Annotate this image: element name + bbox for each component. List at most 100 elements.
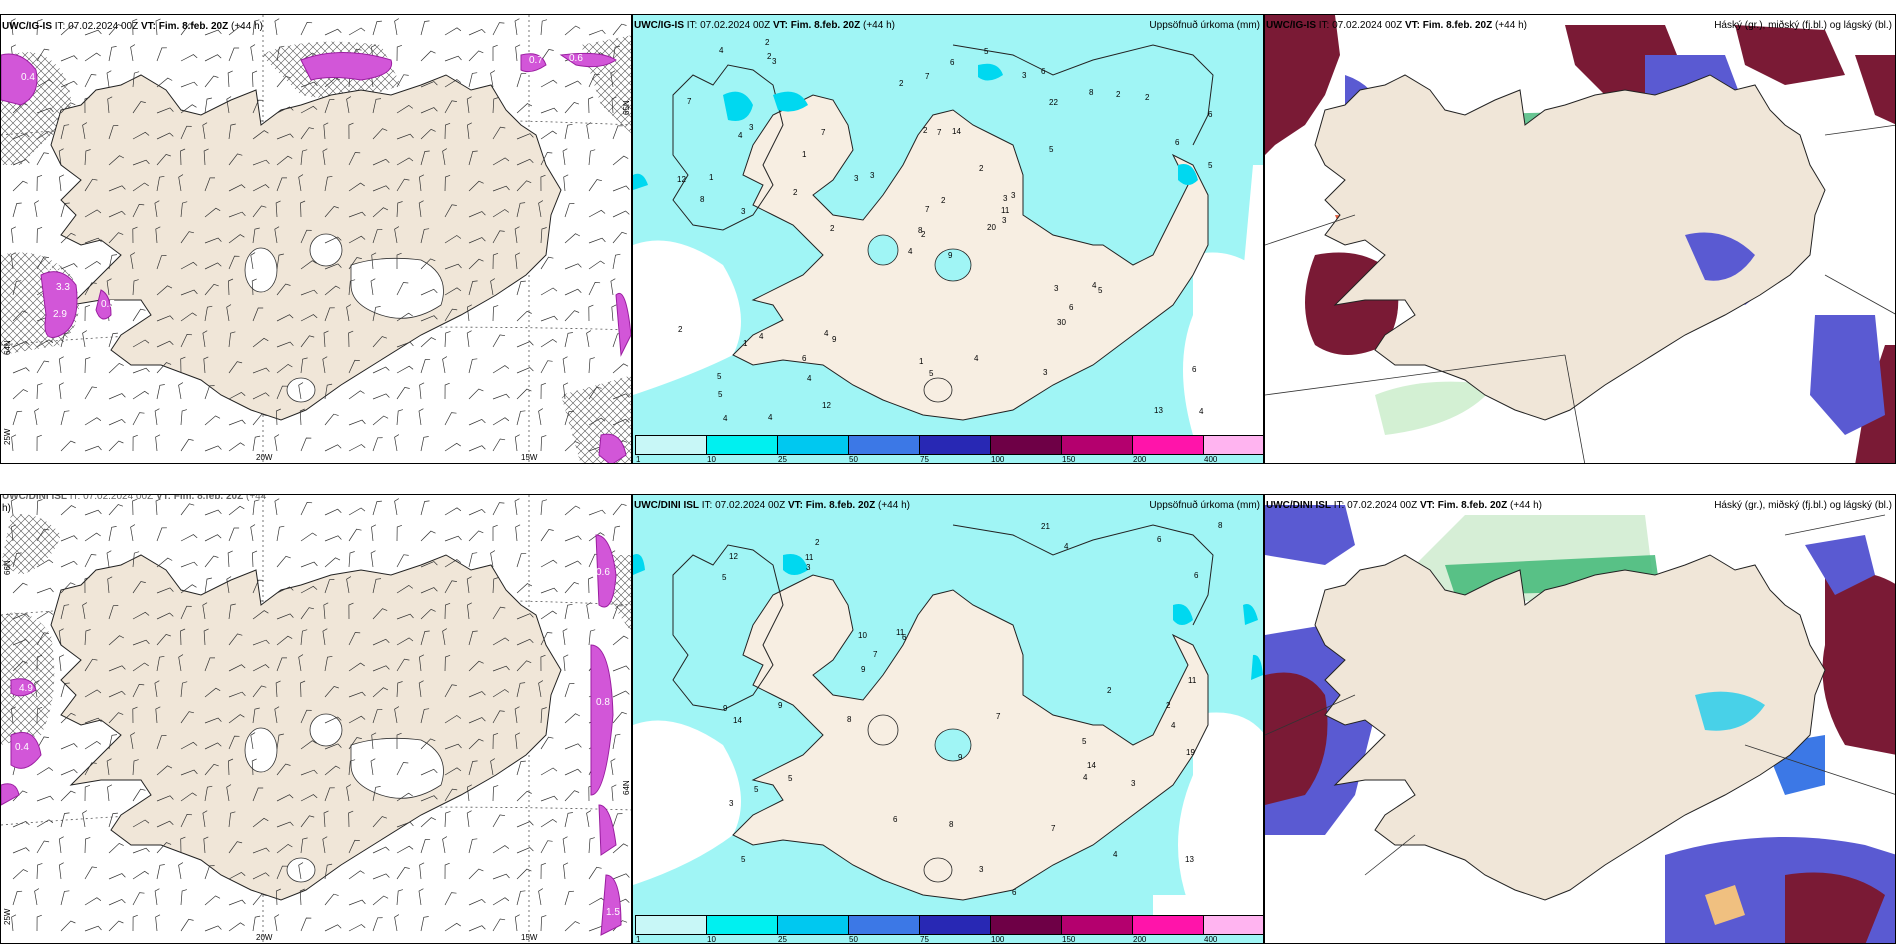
wind-barb bbox=[226, 576, 232, 594]
precip-value: 7 bbox=[925, 72, 930, 81]
wind-barb bbox=[132, 662, 149, 672]
wind-barb bbox=[300, 837, 308, 854]
precip-value: 6 bbox=[1192, 365, 1197, 374]
wind-barb bbox=[84, 554, 97, 568]
wind-barb bbox=[516, 310, 532, 322]
wind-barb bbox=[516, 280, 526, 296]
wind-barb bbox=[394, 498, 399, 516]
cloud-value: 0.7 bbox=[529, 55, 543, 66]
wind-barb bbox=[468, 358, 478, 374]
wind-barb bbox=[372, 816, 388, 828]
wind-barb bbox=[444, 788, 458, 802]
wind-barb bbox=[204, 29, 222, 36]
legend-tick: 200 bbox=[1133, 935, 1147, 944]
wind-barb bbox=[36, 819, 54, 828]
wind-barb bbox=[132, 706, 138, 724]
wind-barb bbox=[108, 526, 117, 542]
wind-barb bbox=[540, 287, 558, 296]
wind-barb bbox=[132, 226, 138, 244]
panel-wind-row1: 0.4 3.5 3.3 0.5 2.9 0.7 0.6 UWC/IG-IS IT… bbox=[0, 14, 632, 464]
wind-barb bbox=[156, 633, 171, 646]
wind-barb bbox=[275, 200, 281, 218]
wind-barb bbox=[132, 308, 146, 322]
wind-barb bbox=[324, 175, 333, 192]
title-right-row2-mid: Uppsöfnuð úrkoma (mm) bbox=[1149, 500, 1260, 511]
wind-barb bbox=[36, 587, 54, 594]
wind-barb bbox=[492, 22, 505, 36]
wind-barb bbox=[324, 263, 342, 270]
precip-value: 3 bbox=[870, 171, 875, 180]
precip-value: 5 bbox=[1049, 145, 1054, 154]
wind-barb bbox=[84, 96, 90, 114]
wind-barb bbox=[538, 888, 543, 906]
wind-barb bbox=[12, 820, 30, 828]
wind-barb bbox=[178, 862, 184, 880]
wind-barb bbox=[540, 338, 558, 348]
cloud-value: 4.9 bbox=[19, 683, 33, 694]
wind-barb bbox=[588, 576, 594, 594]
wind-barb bbox=[322, 628, 328, 646]
wind-barb bbox=[420, 795, 438, 802]
wind-barb bbox=[468, 445, 486, 452]
precip-value: 3 bbox=[854, 174, 859, 183]
wind-barb bbox=[444, 100, 457, 114]
precip-value: 2 bbox=[921, 230, 926, 239]
wind-barb bbox=[468, 552, 478, 568]
wind-barb bbox=[564, 441, 580, 452]
wind-barb bbox=[12, 180, 28, 192]
wind-barb bbox=[130, 524, 136, 542]
wind-barb bbox=[300, 289, 318, 296]
precip-value: 3 bbox=[1054, 284, 1059, 293]
wind-barb bbox=[204, 717, 222, 724]
wind-barb bbox=[276, 635, 293, 646]
wind-barb bbox=[180, 534, 198, 542]
wind-barb bbox=[84, 509, 102, 516]
wind-barb bbox=[252, 817, 269, 828]
iceland-landmass bbox=[1314, 74, 1826, 421]
wind-barb bbox=[276, 177, 287, 192]
wind-barb bbox=[130, 44, 136, 62]
wind-barb bbox=[202, 122, 208, 140]
wind-barb bbox=[420, 768, 438, 776]
wind-barb bbox=[108, 842, 124, 854]
wind-barb bbox=[36, 795, 54, 802]
wind-barb bbox=[323, 602, 329, 620]
wind-barb bbox=[516, 790, 532, 802]
wind-barb bbox=[468, 28, 486, 36]
wind-barb bbox=[516, 890, 526, 906]
wind-barb bbox=[132, 204, 145, 218]
wind-barb bbox=[60, 410, 70, 426]
wind-barb bbox=[612, 185, 630, 192]
precip-value: 2 bbox=[1145, 93, 1150, 102]
wind-barb bbox=[324, 535, 342, 542]
wind-barb bbox=[540, 130, 557, 140]
wind-barb bbox=[492, 252, 499, 270]
wind-barb bbox=[204, 687, 221, 698]
precip-value: 4 bbox=[1199, 407, 1204, 416]
wind-barb bbox=[12, 552, 22, 568]
precip-value: 5 bbox=[754, 785, 759, 794]
wind-barb bbox=[155, 498, 161, 516]
wind-barb bbox=[299, 408, 305, 426]
wind-barb bbox=[252, 893, 267, 906]
wind-barb bbox=[322, 148, 328, 166]
wind-barb bbox=[540, 654, 546, 672]
wind-barb bbox=[586, 810, 592, 828]
wind-barb bbox=[348, 737, 362, 750]
wind-barb bbox=[564, 581, 580, 594]
wind-barb bbox=[228, 25, 245, 36]
wind-barb bbox=[323, 122, 329, 140]
wind-barb bbox=[228, 442, 245, 452]
wind-barb bbox=[492, 710, 505, 724]
wind-barb bbox=[108, 920, 124, 932]
wind-barb bbox=[612, 418, 630, 426]
wind-barb bbox=[36, 360, 50, 374]
wind-barb bbox=[156, 864, 165, 880]
wind-barb bbox=[396, 365, 414, 374]
wind-barb bbox=[420, 817, 436, 828]
wind-barb bbox=[540, 559, 558, 568]
wind-barb bbox=[372, 786, 381, 802]
legend-swatch bbox=[991, 436, 1062, 454]
wind-barb bbox=[60, 682, 70, 698]
